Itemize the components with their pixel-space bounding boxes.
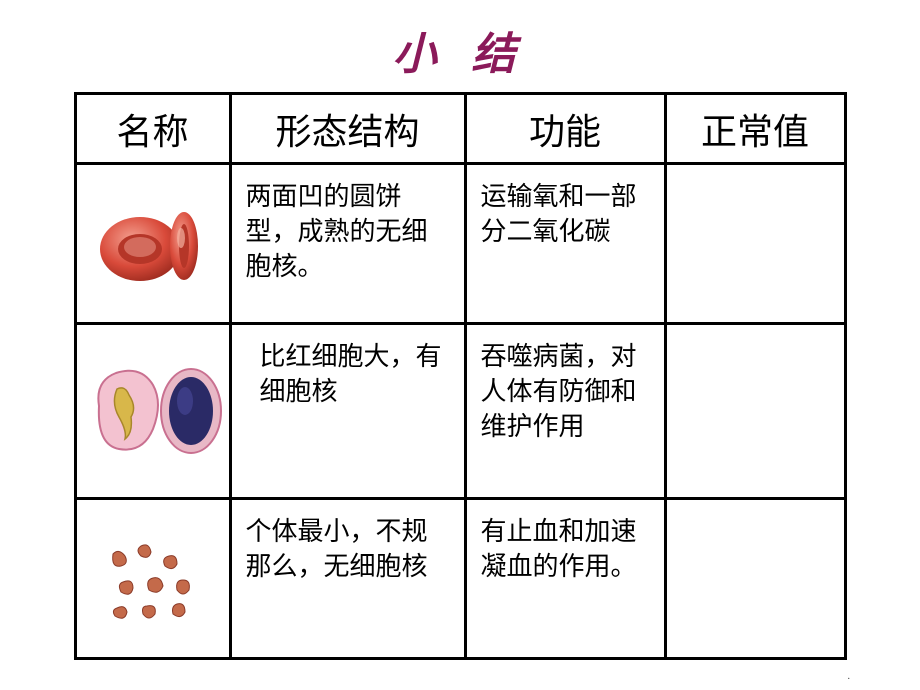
header-name: 名称 [75,94,230,164]
cell-icon-platelet [75,499,230,659]
header-structure: 形态结构 [230,94,465,164]
cell-normal [665,164,845,324]
cell-normal [665,499,845,659]
header-function: 功能 [465,94,665,164]
cell-function: 运输氧和一部分二氧化碳 [465,164,665,324]
table-row: 两面凹的圆饼型，成熟的无细胞核。 运输氧和一部分二氧化碳 [75,164,845,324]
cell-structure: 比红细胞大，有细胞核 [230,324,465,499]
cell-icon-rbc [75,164,230,324]
table-row: 比红细胞大，有细胞核 吞噬病菌，对人体有防御和维护作用 [75,324,845,499]
platelet-icon [83,524,223,634]
header-normal: 正常值 [665,94,845,164]
cell-function: 有止血和加速凝血的作用。 [465,499,665,659]
page-title: 小 结 [0,0,920,92]
header-row: 名称 形态结构 功能 正常值 [75,94,845,164]
footer-mark: . [848,671,851,682]
cell-icon-wbc [75,324,230,499]
table-row: 个体最小，不规那么，无细胞核 有止血和加速凝血的作用。 [75,499,845,659]
cell-function: 吞噬病菌，对人体有防御和维护作用 [465,324,665,499]
cell-structure: 个体最小，不规那么，无细胞核 [230,499,465,659]
cell-structure: 两面凹的圆饼型，成熟的无细胞核。 [230,164,465,324]
red-blood-cell-icon [88,194,218,294]
white-blood-cell-icon [81,351,231,471]
cell-normal [665,324,845,499]
summary-table: 名称 形态结构 功能 正常值 两面凹的圆 [74,92,847,660]
